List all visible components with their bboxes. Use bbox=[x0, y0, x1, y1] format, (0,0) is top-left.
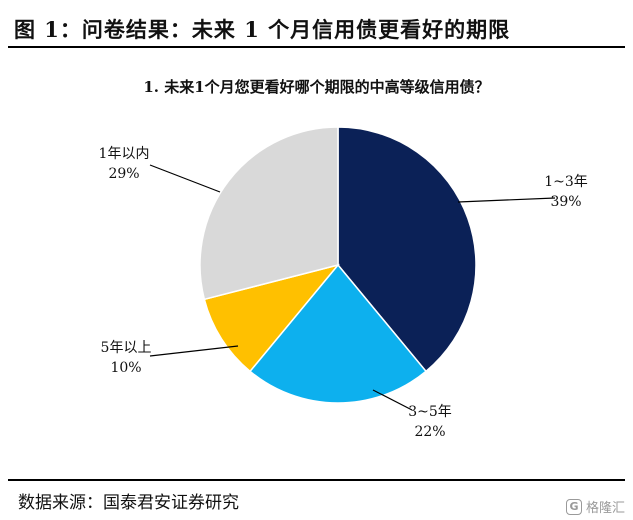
slice-label: 1年以内 bbox=[99, 146, 150, 162]
slice-value-label: 39% bbox=[550, 194, 581, 210]
watermark-text: 格隆汇 bbox=[585, 501, 625, 516]
top-divider bbox=[8, 46, 625, 48]
leader-line bbox=[457, 197, 556, 203]
leader-line bbox=[149, 345, 239, 357]
pie-slice bbox=[203, 263, 341, 373]
slice-value-label: 29% bbox=[108, 166, 139, 182]
figure-title: 图 1：问卷结果：未来 1 个月信用债更看好的期限 bbox=[14, 17, 511, 42]
slice-label: 1~3年 bbox=[544, 174, 588, 190]
source-note: 数据来源：国泰君安证券研究 bbox=[18, 493, 239, 513]
pie-slice bbox=[248, 263, 428, 404]
slice-value-label: 10% bbox=[110, 360, 141, 376]
slice-value-label: 22% bbox=[414, 424, 445, 440]
watermark: G 格隆汇 bbox=[565, 497, 625, 516]
slice-label: 5年以上 bbox=[101, 340, 152, 356]
leader-line bbox=[149, 164, 221, 193]
pie-slice bbox=[337, 126, 477, 373]
slice-label: 3~5年 bbox=[408, 404, 452, 420]
pie-slice bbox=[199, 126, 339, 301]
bottom-divider bbox=[8, 479, 625, 481]
watermark-logo-icon: G bbox=[565, 498, 582, 515]
chart-title: 1. 未来1个月您更看好哪个期限的中高等级信用债？ bbox=[143, 78, 490, 96]
leader-line bbox=[372, 389, 413, 411]
